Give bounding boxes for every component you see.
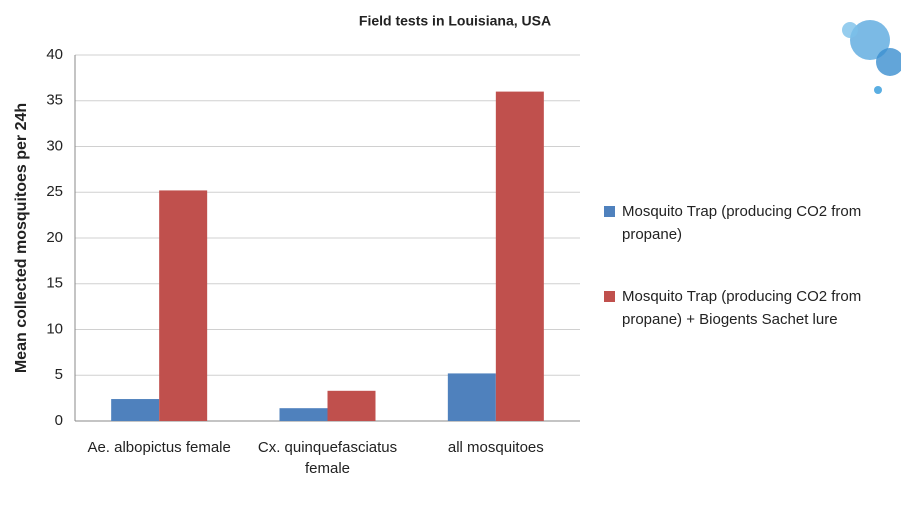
legend-swatch — [604, 206, 615, 217]
bar — [279, 408, 328, 421]
x-tick-label: Ae. albopictus female — [87, 439, 231, 456]
y-tick-label: 5 — [55, 366, 63, 383]
y-tick-label: 30 — [46, 137, 63, 154]
bar — [159, 190, 208, 421]
y-tick-label: 35 — [46, 92, 63, 109]
y-axis-label: Mean collected mosquitoes per 24h — [13, 103, 30, 373]
x-tick-label: Cx. quinquefasciatus female — [257, 439, 398, 477]
chart-title: Field tests in Louisiana, USA — [359, 13, 551, 29]
y-tick-label: 15 — [46, 275, 63, 292]
x-tick-label: all mosquitoes — [447, 439, 544, 456]
bar — [327, 390, 376, 421]
legend-swatch — [604, 291, 615, 302]
decoration — [842, 20, 901, 94]
y-tick-label: 25 — [46, 183, 63, 200]
y-tick-label: 10 — [46, 320, 63, 337]
y-tick-label: 40 — [46, 46, 63, 63]
y-tick-label: 20 — [46, 229, 63, 246]
legend-label: Mosquito Trap (producing CO2 from propan… — [622, 288, 862, 328]
bar — [111, 399, 160, 421]
legend-label: Mosquito Trap (producing CO2 from propan… — [622, 203, 862, 243]
bar — [495, 91, 544, 421]
y-tick-label: 0 — [55, 412, 63, 429]
bar — [447, 373, 496, 421]
